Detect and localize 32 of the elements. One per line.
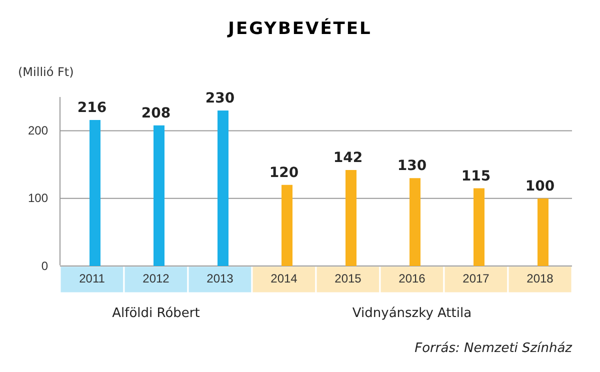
bar bbox=[154, 125, 164, 266]
x-tick-label: 2017 bbox=[462, 272, 490, 286]
y-tick-label: 100 bbox=[28, 191, 48, 206]
x-tick-label: 2012 bbox=[142, 272, 170, 286]
bar bbox=[474, 188, 484, 266]
bar bbox=[282, 184, 292, 266]
x-tick-label: 2016 bbox=[398, 272, 426, 286]
x-tick-label: 2011 bbox=[79, 272, 106, 286]
bar bbox=[90, 120, 100, 266]
bar bbox=[218, 110, 228, 266]
data-label: 120 bbox=[269, 164, 299, 181]
x-tick-label: 2014 bbox=[270, 272, 298, 286]
x-tick-label: 2018 bbox=[526, 272, 554, 286]
x-tick-label: 2015 bbox=[334, 272, 362, 286]
bar bbox=[410, 178, 420, 266]
data-label: 115 bbox=[461, 168, 491, 184]
chart-title: JEGYBEVÉTEL bbox=[227, 18, 372, 39]
data-label: 208 bbox=[141, 105, 171, 122]
data-label: 216 bbox=[77, 100, 107, 116]
y-tick-label: 0 bbox=[41, 258, 48, 273]
text: Vidnyánszky Attila bbox=[352, 306, 472, 321]
text: Alföldi Róbert bbox=[112, 306, 200, 321]
y-tick-label: 200 bbox=[28, 124, 48, 138]
x-tick-label: 2013 bbox=[206, 272, 234, 286]
data-label: 100 bbox=[525, 178, 555, 194]
text: Forrás: Nemzeti Színház bbox=[414, 341, 574, 356]
bar bbox=[346, 170, 356, 266]
data-label: 130 bbox=[397, 158, 427, 174]
y-axis-title: (Millió Ft) bbox=[18, 65, 74, 79]
data-label: 142 bbox=[333, 150, 363, 166]
bar bbox=[538, 198, 548, 266]
data-label: 230 bbox=[205, 90, 235, 107]
